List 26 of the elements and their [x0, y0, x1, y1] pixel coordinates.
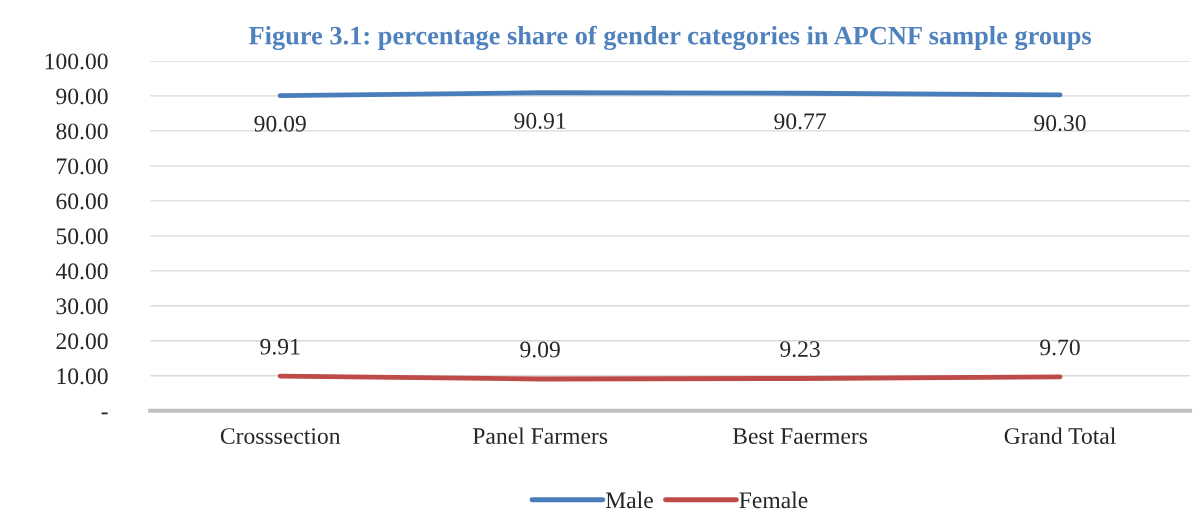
- y-tick-label: 80.00: [56, 123, 108, 140]
- y-tick-label: 70.00: [57, 158, 108, 175]
- legend-label: Male: [605, 491, 653, 509]
- y-tick-label: 50.00: [56, 228, 108, 245]
- y-tick-label: 20.00: [56, 333, 108, 350]
- data-label: 9.23: [780, 341, 820, 358]
- x-tick-label: Grand Total: [1004, 427, 1116, 445]
- data-label: 90.77: [774, 113, 826, 130]
- y-tick-label: 40.00: [55, 263, 108, 280]
- y-tick-label: -: [101, 412, 108, 415]
- data-label: 90.09: [254, 115, 306, 132]
- x-tick-label: Panel Farmers: [472, 427, 608, 445]
- data-label: 9.09: [520, 341, 560, 358]
- y-tick-label: 100.00: [45, 53, 108, 70]
- y-tick-label: 30.00: [56, 298, 108, 315]
- data-label: 90.30: [1034, 115, 1086, 132]
- x-tick-label: Crosssection: [220, 428, 341, 445]
- legend-label: Female: [739, 491, 808, 509]
- x-tick-label: Best Faermers: [732, 428, 868, 445]
- data-label: 9.70: [1040, 339, 1080, 356]
- data-label: 90.91: [514, 112, 566, 129]
- y-tick-label: 90.00: [56, 88, 108, 105]
- y-tick-label: 10.00: [57, 368, 108, 385]
- chart-title: Figure 3.1: percentage share of gender categories in APCNF sample groups: [248, 25, 1092, 51]
- y-tick-label: 60.00: [56, 193, 108, 210]
- data-label: 9.91: [260, 338, 300, 355]
